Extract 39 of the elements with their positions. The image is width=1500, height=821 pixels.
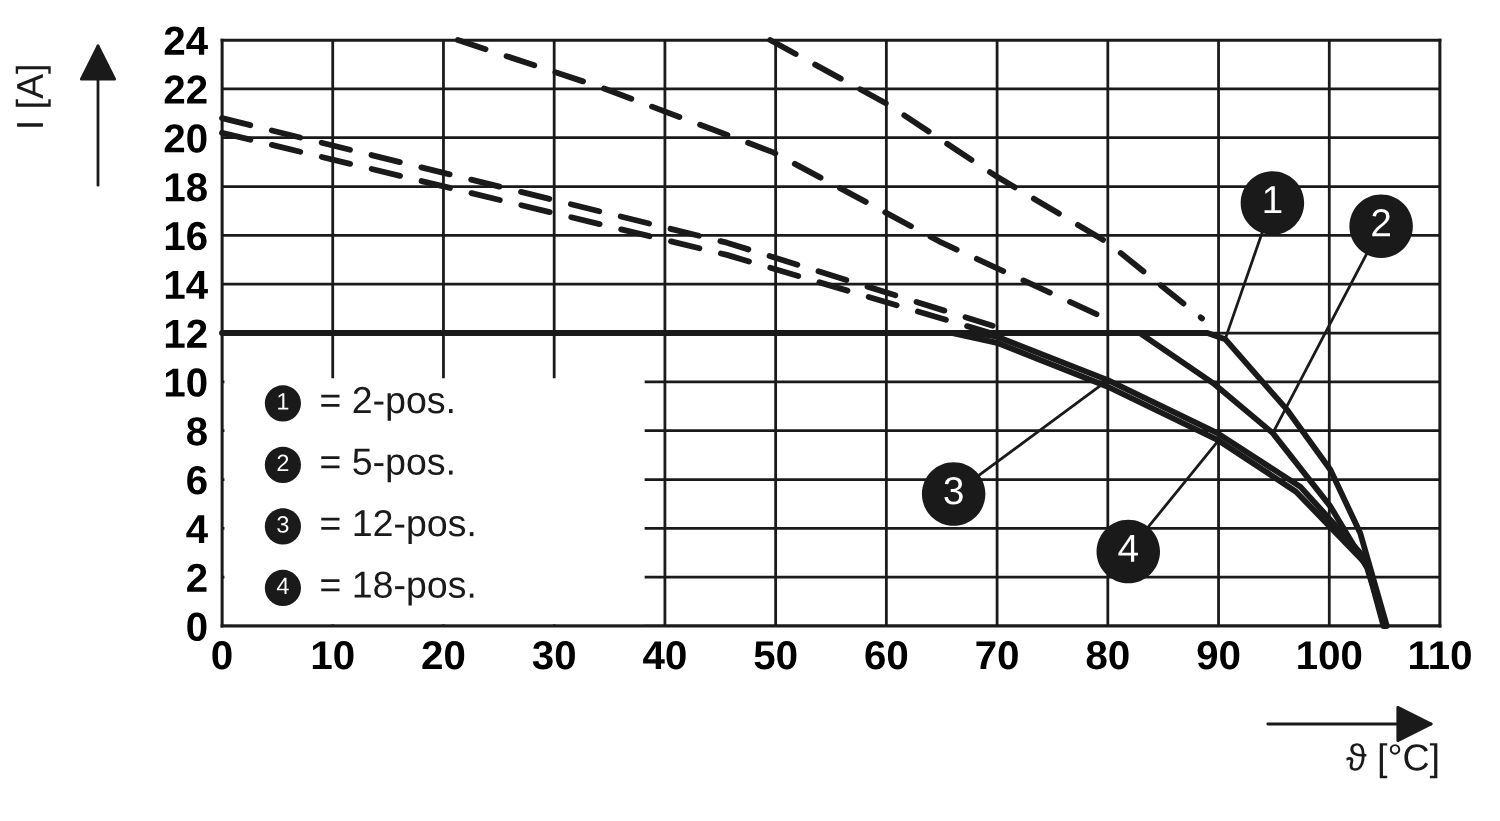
- x-tick-label: 40: [643, 640, 686, 670]
- x-tick-label: 60: [865, 640, 908, 670]
- text: 3: [277, 516, 289, 533]
- y-tick-label: 16: [165, 221, 207, 251]
- text: 4: [276, 577, 289, 595]
- text: 4: [1118, 534, 1138, 562]
- x-axis-title: ϑ [°C]: [1346, 743, 1438, 779]
- annotation: = 2-pos.: [321, 386, 453, 421]
- y-tick-label: 4: [186, 515, 208, 543]
- x-tick-label: 80: [1086, 640, 1129, 670]
- y-tick-label: 8: [186, 417, 207, 446]
- x-tick-label: 10: [312, 640, 354, 670]
- x-tick-label: 70: [976, 640, 1018, 670]
- y-tick-label: 12: [165, 319, 207, 348]
- x-tick-label: 30: [532, 640, 575, 670]
- y-tick-label: 22: [164, 75, 207, 104]
- text: 1: [278, 393, 289, 410]
- x-tick-label: 20: [422, 640, 465, 670]
- y-tick-label: 6: [187, 465, 207, 495]
- y-tick-label: 10: [165, 368, 207, 397]
- x-tick-label: 100: [1298, 640, 1362, 670]
- text: 2: [277, 454, 289, 471]
- x-tick-label: 110: [1410, 640, 1471, 670]
- x-tick-label: 0: [212, 640, 232, 670]
- x-tick-label: 90: [1197, 640, 1240, 670]
- annotation: = 18-pos.: [321, 571, 474, 606]
- x-tick-label: 50: [754, 640, 797, 670]
- text: 1: [1264, 186, 1282, 214]
- legend-label: 2: [1372, 209, 1390, 237]
- y-tick-label: 20: [164, 124, 207, 153]
- annotation: = 5-pos.: [321, 448, 453, 483]
- y-tick-label: 18: [165, 173, 207, 202]
- y-tick-label: 2: [187, 563, 207, 592]
- y-axis-title: I [A]: [15, 66, 51, 127]
- y-tick-label: 24: [164, 26, 208, 55]
- y-tick-label: 14: [165, 271, 208, 299]
- text: 3: [944, 476, 963, 505]
- annotation: = 12-pos.: [321, 509, 474, 544]
- y-tick-label: 0: [187, 612, 207, 641]
